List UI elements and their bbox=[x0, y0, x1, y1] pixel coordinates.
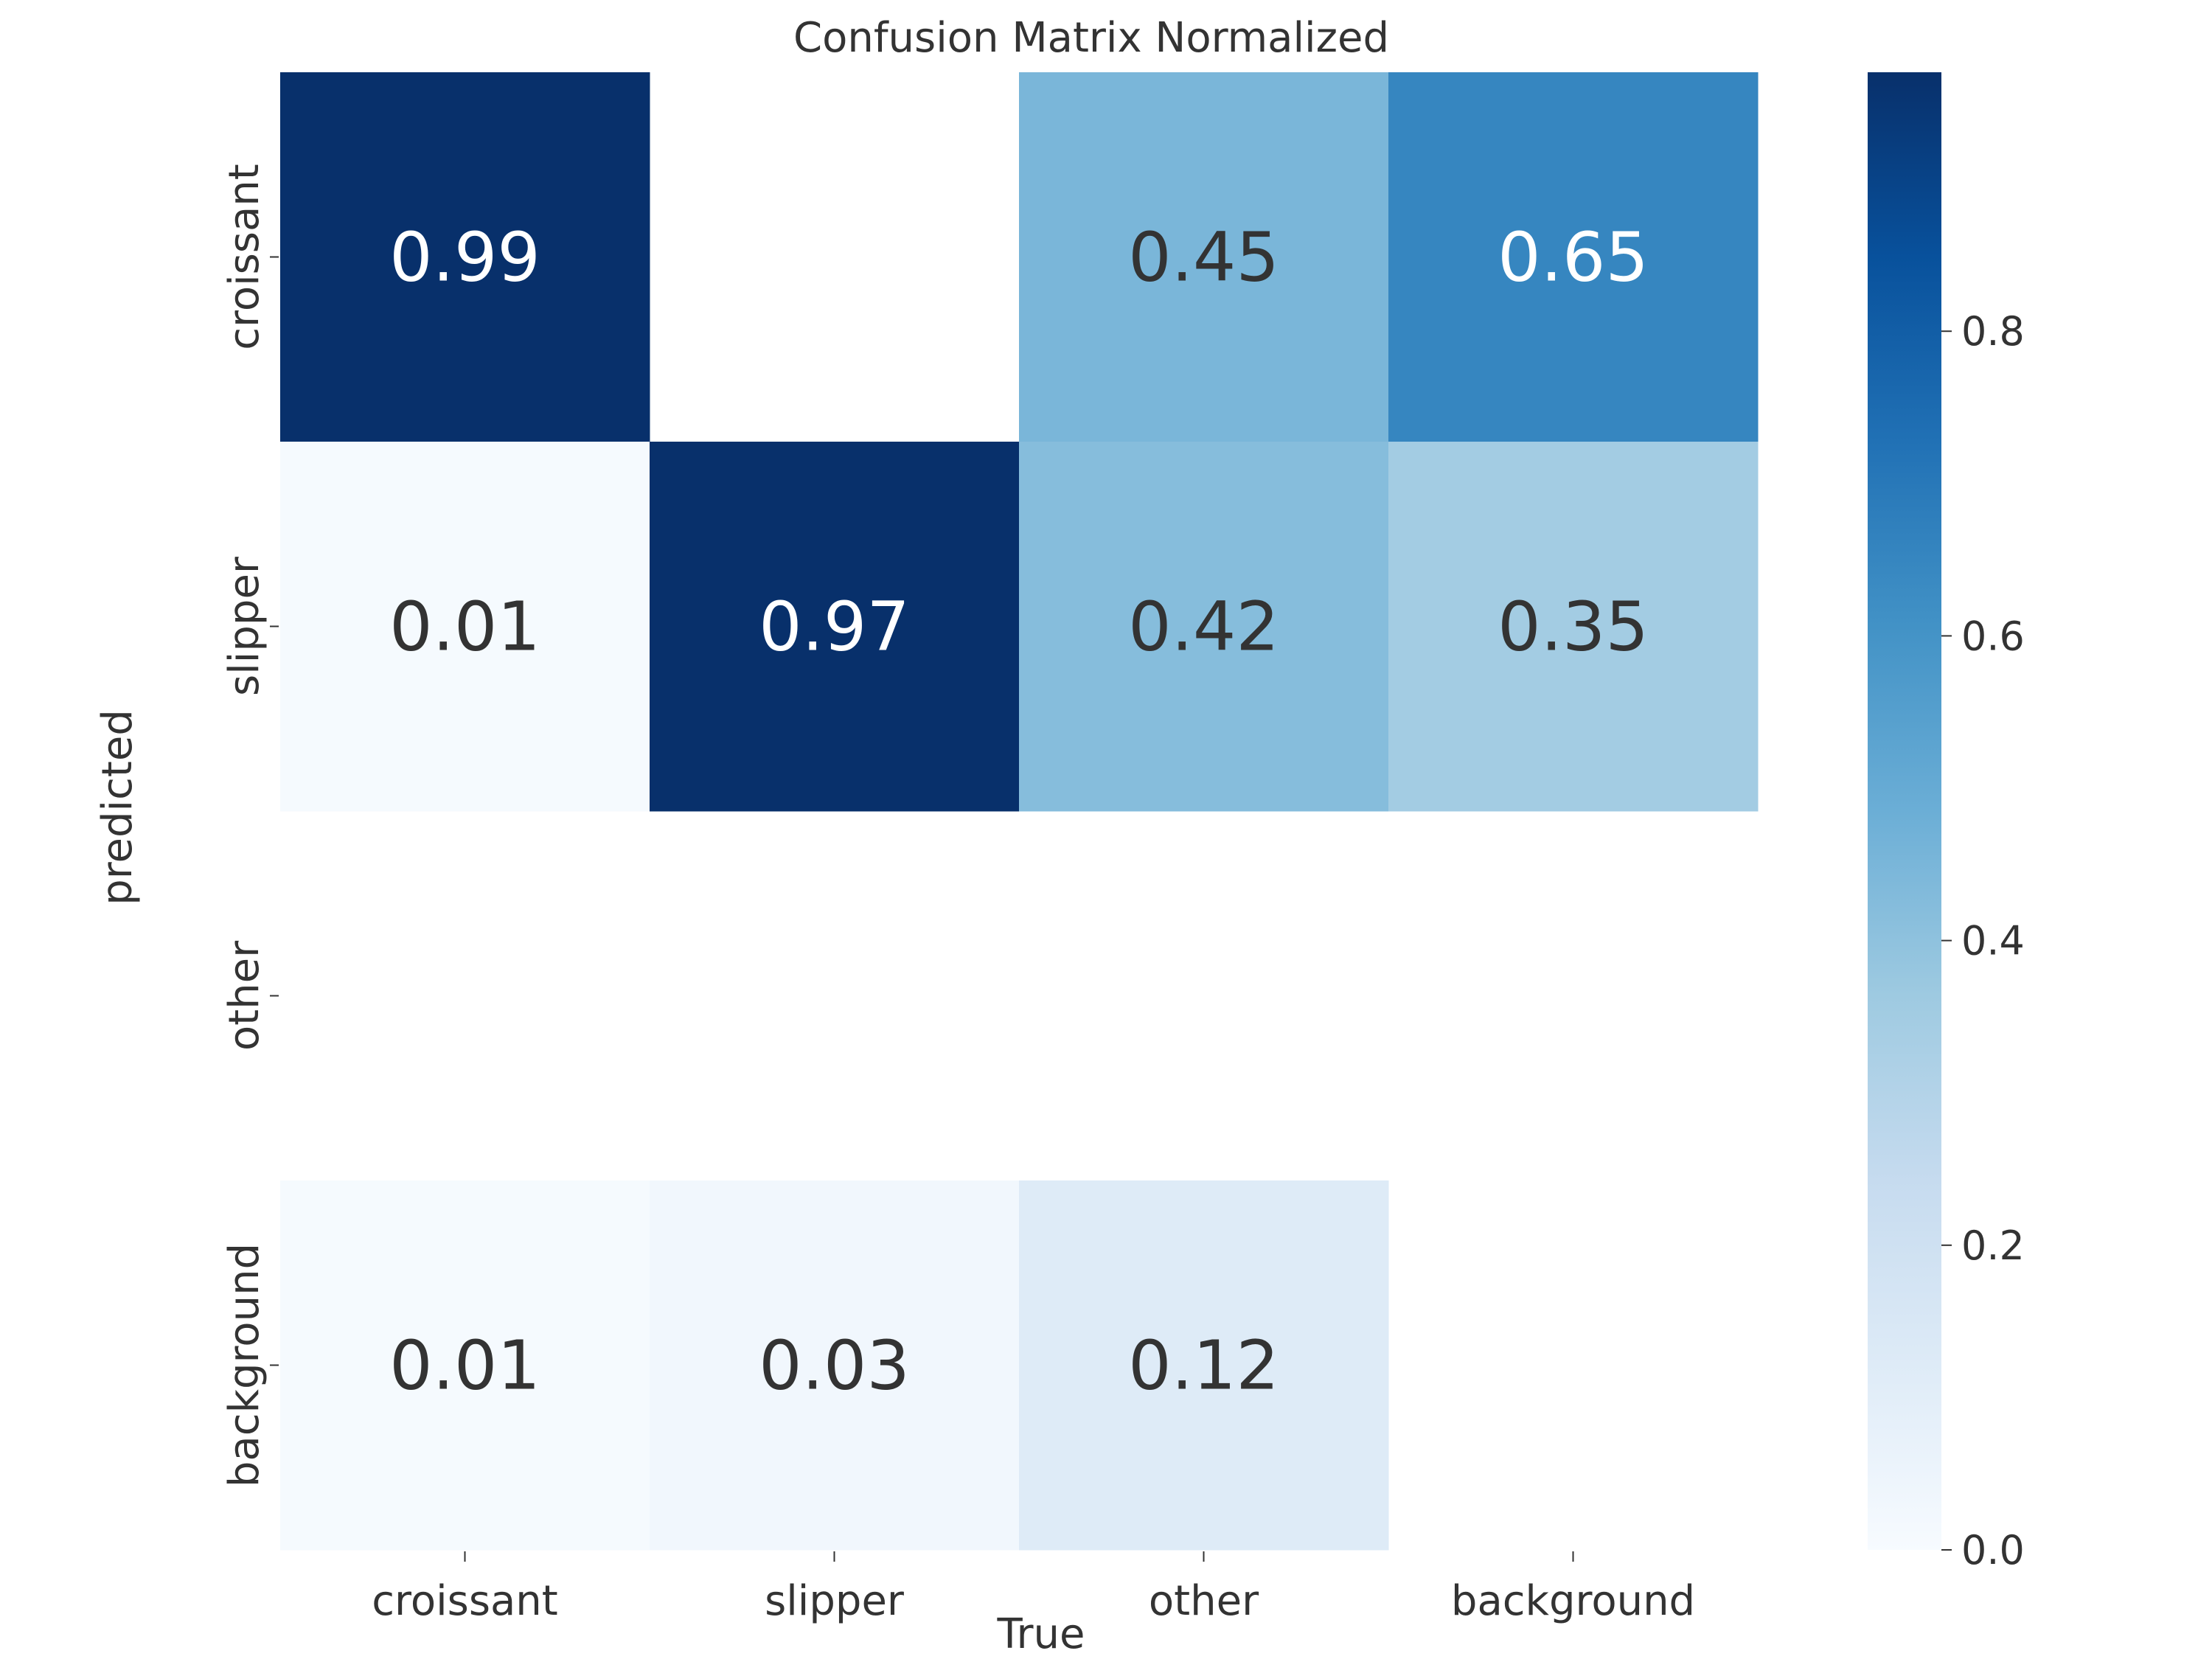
cell-value-label: 0.01 bbox=[389, 1326, 540, 1405]
y-tick-label: croissant bbox=[220, 164, 268, 350]
colorbar-tick-label: 0.2 bbox=[1961, 1222, 2025, 1269]
cell-value-label: 0.97 bbox=[759, 588, 910, 667]
x-tick-label: slipper bbox=[765, 1577, 905, 1625]
heatmap-cell bbox=[650, 1180, 1020, 1551]
cell-value-label: 0.42 bbox=[1128, 588, 1279, 667]
heatmap-cells: 0.99 0.45 0.65 0.01 0.97 0.42 0.35 0.01 0.03 0.12 bbox=[280, 72, 1759, 1551]
heatmap-cell bbox=[1388, 72, 1759, 442]
heatmap-cell bbox=[280, 1180, 650, 1551]
heatmap-cell bbox=[280, 442, 650, 812]
y-axis-ticks: croissant slipper other background bbox=[220, 164, 279, 1487]
heatmap-cell bbox=[1388, 442, 1759, 812]
heatmap-cell bbox=[1019, 72, 1389, 442]
cell-value-label: 0.45 bbox=[1128, 218, 1279, 297]
y-tick-label: slipper bbox=[220, 556, 268, 696]
x-tick-label: croissant bbox=[372, 1577, 558, 1625]
colorbar-tick-label: 0.4 bbox=[1961, 918, 2025, 964]
cell-value-label: 0.35 bbox=[1498, 588, 1649, 667]
y-tick-label: other bbox=[220, 940, 268, 1051]
heatmap-cell bbox=[1019, 1180, 1389, 1551]
y-axis-label: predicted bbox=[94, 709, 142, 905]
x-axis-ticks: croissant slipper other background bbox=[372, 1551, 1695, 1625]
x-tick-label: background bbox=[1451, 1577, 1695, 1625]
chart-title: Confusion Matrix Normalized bbox=[793, 14, 1389, 62]
cell-value-label: 0.99 bbox=[389, 218, 540, 297]
cell-value-label: 0.12 bbox=[1128, 1326, 1279, 1405]
x-axis-label: True bbox=[997, 1610, 1085, 1658]
cell-value-label: 0.65 bbox=[1498, 218, 1649, 297]
colorbar: 0.0 0.2 0.4 0.6 0.8 bbox=[1868, 72, 2025, 1573]
heatmap-cell bbox=[280, 72, 650, 442]
x-tick-label: other bbox=[1149, 1577, 1259, 1625]
colorbar-gradient bbox=[1868, 72, 1941, 1550]
heatmap-cell bbox=[1019, 442, 1389, 812]
heatmap-cell bbox=[650, 442, 1020, 812]
colorbar-tick-label: 0.0 bbox=[1961, 1527, 2025, 1573]
y-tick-label: background bbox=[220, 1243, 268, 1487]
cell-value-label: 0.01 bbox=[389, 588, 540, 667]
colorbar-tick-label: 0.6 bbox=[1961, 613, 2025, 659]
cell-value-label: 0.03 bbox=[759, 1326, 910, 1405]
colorbar-tick-label: 0.8 bbox=[1961, 308, 2025, 355]
